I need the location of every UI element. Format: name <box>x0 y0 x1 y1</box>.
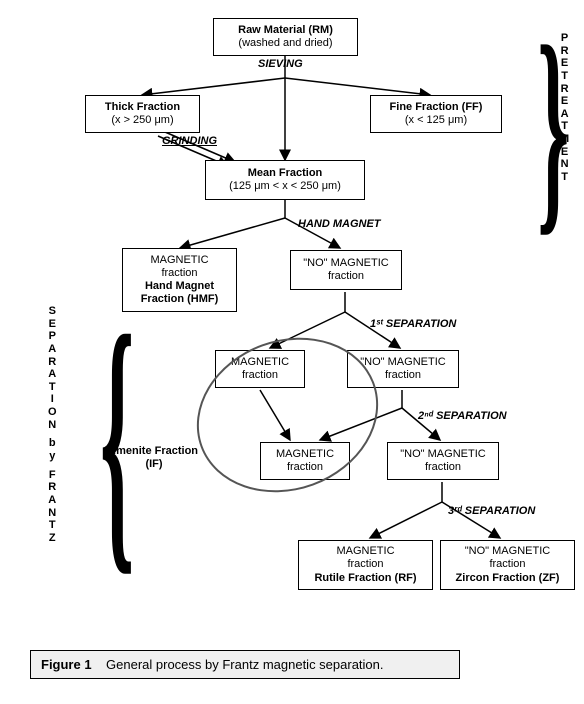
zf-l3: Zircon Fraction (ZF) <box>456 572 560 585</box>
rm-l1: Raw Material (RM) <box>238 24 333 37</box>
hmf-l3: Hand Magnet <box>145 280 214 293</box>
fine-l2: (x < 125 μm) <box>405 114 467 127</box>
label-sep1: 1ˢᵗ SEPARATION <box>370 318 456 330</box>
node-thick-fraction: Thick Fraction (x > 250 μm) <box>85 95 200 133</box>
label-sepbyfrantz: SEPARATION by FRANTZ <box>48 305 57 545</box>
label-sep2: 2ⁿᵈ SEPARATION <box>418 410 507 422</box>
label-pretreatment: PRETREATMENT <box>560 32 569 184</box>
node-raw-material: Raw Material (RM) (washed and dried) <box>213 18 358 56</box>
hmf-l2: fraction <box>161 267 197 280</box>
node-fine-fraction: Fine Fraction (FF) (x < 125 μm) <box>370 95 502 133</box>
label-sep3: 3ʳᵈ SEPARATION <box>448 505 535 517</box>
node-hmf: MAGNETIC fraction Hand Magnet Fraction (… <box>122 248 237 312</box>
node-nm2: "NO" MAGNETIC fraction <box>387 442 499 480</box>
rf-l2: fraction <box>347 558 383 571</box>
thick-l2: (x > 250 μm) <box>111 114 173 127</box>
figure-caption: Figure 1 General process by Frantz magne… <box>30 650 460 679</box>
rf-l3: Rutile Fraction (RF) <box>314 572 416 585</box>
nm2-l2: fraction <box>425 461 461 474</box>
nm2-l1: "NO" MAGNETIC <box>400 448 485 461</box>
mean-l1: Mean Fraction <box>248 167 323 180</box>
rf-l1: MAGNETIC <box>336 545 394 558</box>
hmf-l1: MAGNETIC <box>150 254 208 267</box>
brace-left: { <box>100 300 134 576</box>
label-sieving: SIEVING <box>258 58 303 70</box>
flowchart: Raw Material (RM) (washed and dried) Thi… <box>0 0 584 704</box>
caption-text: General process by Frantz magnetic separ… <box>106 657 383 672</box>
zf-l2: fraction <box>489 558 525 571</box>
rm-l2: (washed and dried) <box>238 37 332 50</box>
node-mean-fraction: Mean Fraction (125 μm < x < 250 μm) <box>205 160 365 200</box>
hmf-l4: Fraction (HMF) <box>141 293 219 306</box>
node-rf: MAGNETIC fraction Rutile Fraction (RF) <box>298 540 433 590</box>
caption-fig: Figure 1 <box>41 657 92 672</box>
mean-l2: (125 μm < x < 250 μm) <box>229 180 341 193</box>
nm1-l1: "NO" MAGNETIC <box>360 356 445 369</box>
zf-l1: "NO" MAGNETIC <box>465 545 550 558</box>
il-l2: (IF) <box>145 458 162 470</box>
nm0-l1: "NO" MAGNETIC <box>303 257 388 270</box>
fine-l1: Fine Fraction (FF) <box>390 101 483 114</box>
ilmenite-ellipse <box>175 313 400 517</box>
thick-l1: Thick Fraction <box>105 101 180 114</box>
label-handmagnet: HAND MAGNET <box>298 218 381 230</box>
nm1-l2: fraction <box>385 369 421 382</box>
label-grinding: GRINDING <box>162 135 217 147</box>
nm0-l2: fraction <box>328 270 364 283</box>
node-zf: "NO" MAGNETIC fraction Zircon Fraction (… <box>440 540 575 590</box>
node-nm0: "NO" MAGNETIC fraction <box>290 250 402 290</box>
